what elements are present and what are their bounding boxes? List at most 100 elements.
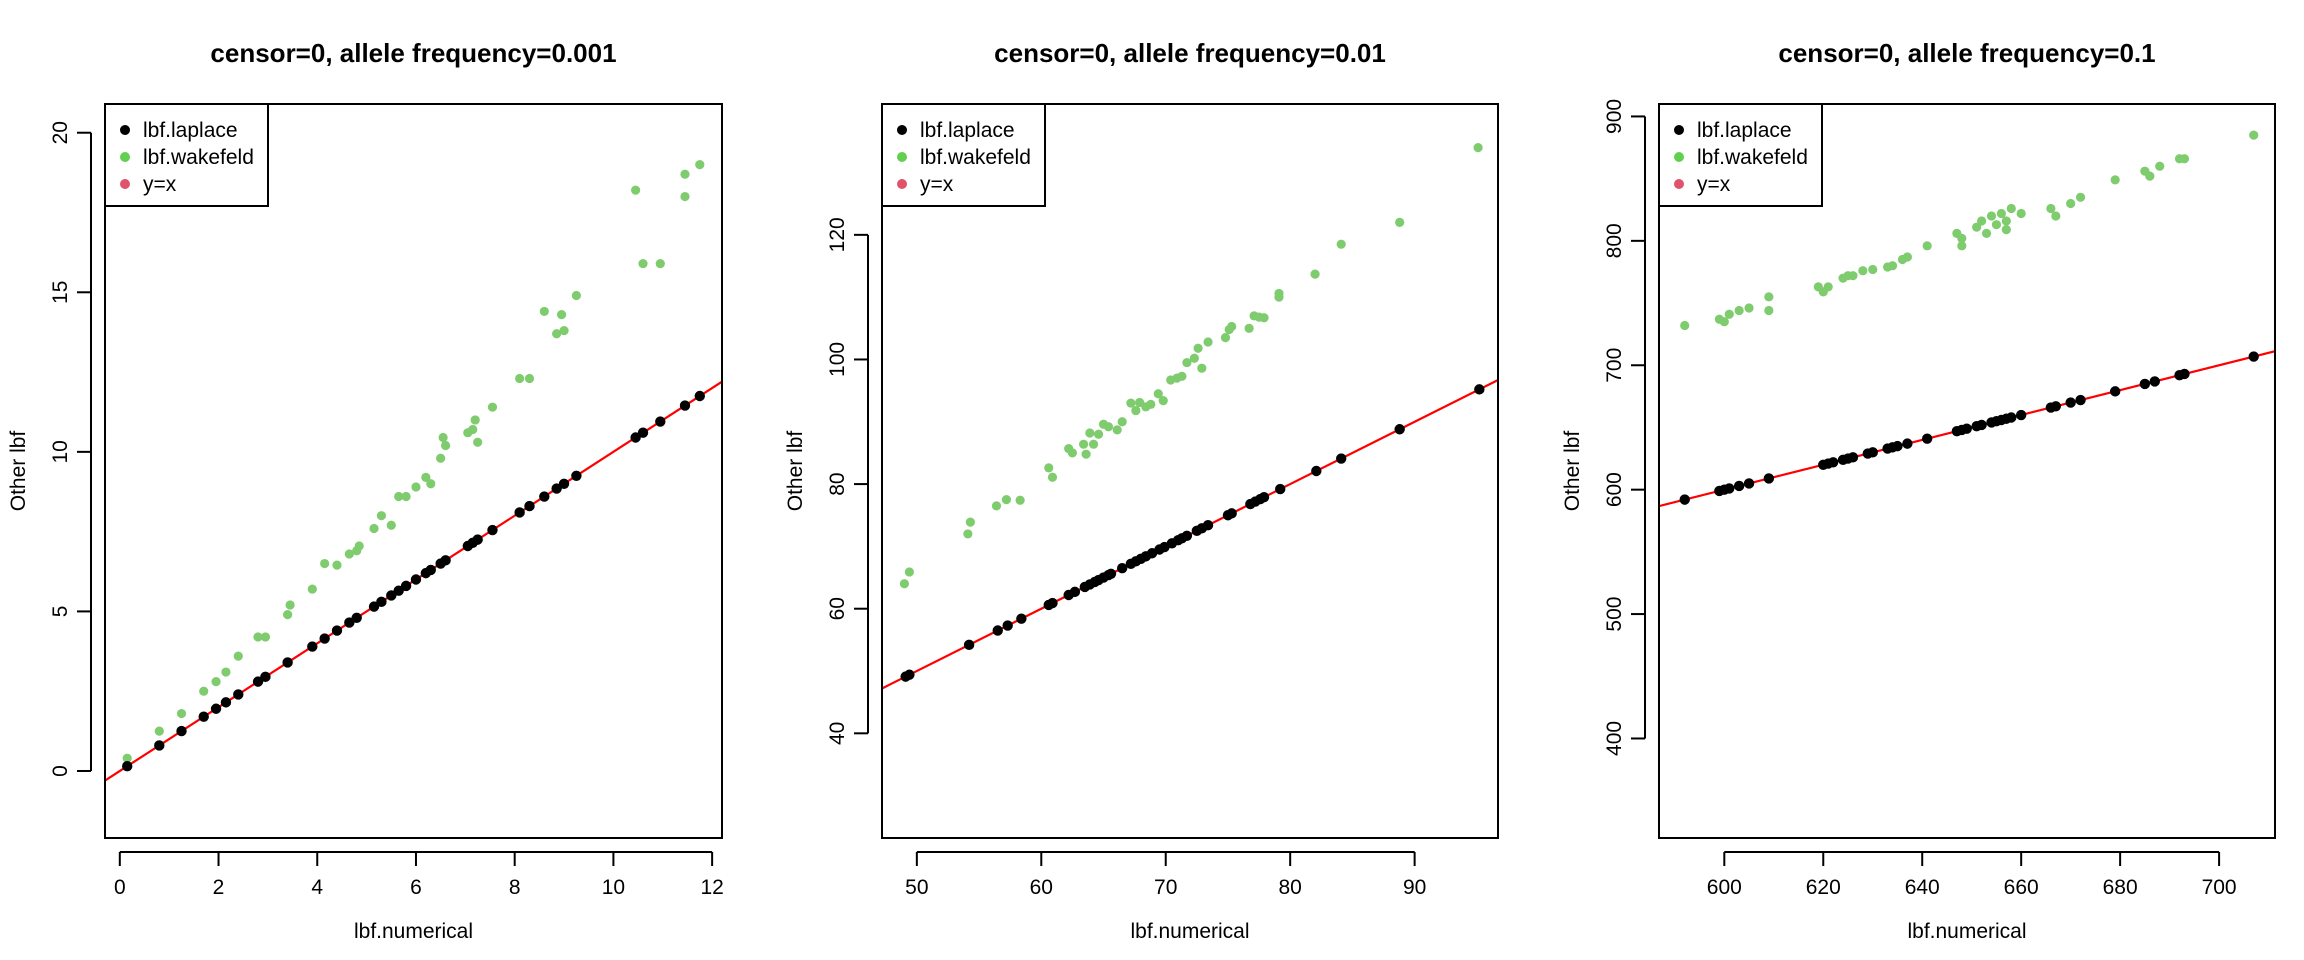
point-lbf-wakefeld (394, 491, 404, 502)
y-axis-label: Other lbf (784, 431, 807, 512)
point-lbf-wakefeld (524, 373, 535, 384)
point-lbf-laplace (904, 669, 915, 680)
point-lbf-wakefeld (556, 310, 567, 320)
point-lbf-laplace (122, 760, 133, 772)
point-lbf-laplace (1311, 465, 1322, 477)
point-lbf-wakefeld (1734, 305, 1744, 316)
point-lbf-wakefeld (1858, 266, 1868, 276)
point-lbf-laplace (368, 601, 380, 612)
point-lbf-laplace (351, 612, 362, 624)
x-tick-label: 4 (311, 876, 323, 899)
point-lbf-laplace (558, 478, 570, 489)
point-lbf-laplace (386, 590, 397, 601)
point-lbf-wakefeld (1680, 320, 1690, 331)
point-lbf-wakefeld (1244, 323, 1254, 333)
point-lbf-wakefeld (369, 523, 379, 534)
point-lbf-wakefeld (386, 520, 396, 530)
point-lbf-laplace (1002, 620, 1013, 631)
point-lbf-wakefeld (1957, 233, 1967, 243)
point-lbf-wakefeld (1088, 439, 1099, 449)
point-lbf-laplace (2006, 412, 2017, 423)
point-lbf-laplace (1335, 453, 1347, 464)
point-lbf-laplace (260, 671, 271, 683)
x-tick-label: 6 (410, 876, 422, 899)
point-lbf-wakefeld (1079, 439, 1089, 449)
point-lbf-laplace (410, 574, 422, 585)
point-lbf-laplace (425, 564, 436, 576)
point-lbf-laplace (1258, 491, 1270, 503)
point-lbf-laplace (1743, 478, 1755, 489)
point-lbf-laplace (1394, 424, 1405, 435)
point-lbf-wakefeld (122, 753, 132, 763)
point-lbf-wakefeld (2006, 203, 2016, 214)
point-lbf-wakefeld (154, 726, 164, 736)
x-tick-label: 90 (1403, 876, 1426, 899)
legend-label: lbf.laplace (143, 119, 238, 142)
x-axis-label: lbf.numerical (354, 920, 473, 943)
y-tick-label: 600 (1603, 472, 1626, 507)
plot-area (882, 143, 1498, 690)
x-tick-label: 2 (213, 876, 225, 899)
point-lbf-laplace (393, 585, 404, 596)
point-lbf-wakefeld (440, 440, 451, 451)
point-lbf-laplace (679, 400, 691, 411)
y-tick-label: 80 (826, 472, 849, 495)
point-lbf-wakefeld (680, 169, 690, 179)
point-lbf-laplace (487, 524, 498, 536)
point-lbf-wakefeld (539, 306, 549, 317)
point-lbf-wakefeld (1117, 417, 1127, 427)
point-lbf-laplace (514, 507, 525, 518)
x-tick-label: 12 (700, 876, 723, 899)
point-lbf-wakefeld (1976, 216, 1987, 226)
chart-title: censor=0, allele frequency=0.1 (1778, 38, 2155, 68)
point-lbf-laplace (539, 491, 550, 502)
point-lbf-laplace (1275, 483, 1286, 495)
point-lbf-wakefeld (487, 402, 498, 412)
point-lbf-wakefeld (904, 567, 914, 577)
y-tick-label: 800 (1603, 223, 1626, 258)
point-lbf-laplace (1847, 452, 1859, 463)
point-lbf-laplace (2075, 394, 2086, 406)
point-lbf-wakefeld (1848, 271, 1858, 281)
point-lbf-wakefeld (354, 541, 364, 551)
x-axis-label: lbf.numerical (1130, 920, 1249, 943)
legend-marker (120, 125, 130, 135)
point-lbf-wakefeld (1146, 399, 1156, 409)
point-lbf-laplace (524, 500, 535, 512)
y-tick-label: 500 (1603, 597, 1626, 632)
point-lbf-wakefeld (421, 472, 431, 482)
point-lbf-wakefeld (1310, 269, 1320, 279)
x-tick-label: 680 (2103, 876, 2138, 899)
point-lbf-laplace (2015, 409, 2027, 421)
y-tick-label: 60 (826, 597, 849, 620)
point-lbf-wakefeld (1274, 288, 1284, 299)
point-lbf-wakefeld (571, 290, 581, 301)
point-lbf-wakefeld (1991, 220, 2002, 230)
plot-panel-af-0.01: censor=0, allele frequency=0.01 lbf.numer… (784, 38, 1499, 943)
x-tick-label: 660 (2004, 876, 2039, 899)
y-tick-label: 0 (49, 765, 72, 777)
point-lbf-wakefeld (1981, 228, 1992, 238)
legend-box (104, 103, 269, 207)
legend-box (1658, 103, 1823, 207)
x-axis-label: lbf.numerical (1907, 920, 2026, 943)
x-tick-label: 10 (602, 876, 625, 899)
plot-area (105, 160, 722, 782)
point-lbf-wakefeld (307, 584, 317, 594)
point-lbf-wakefeld (1197, 363, 1207, 373)
point-lbf-wakefeld (2075, 192, 2086, 202)
point-lbf-wakefeld (1744, 303, 1754, 313)
point-lbf-wakefeld (1131, 405, 1141, 416)
point-lbf-wakefeld (1203, 337, 1213, 347)
legend: lbf.laplace lbf.wakefeld y=x (1658, 103, 1823, 207)
x-tick-label: 640 (1905, 876, 1940, 899)
point-lbf-wakefeld (1996, 208, 2006, 219)
y-tick-label: 120 (826, 217, 849, 252)
y-tick-label: 20 (49, 121, 72, 144)
point-lbf-wakefeld (1067, 448, 1077, 458)
point-lbf-wakefeld (438, 432, 448, 443)
point-lbf-wakefeld (1724, 309, 1734, 319)
point-lbf-wakefeld (344, 549, 354, 559)
point-lbf-laplace (2139, 378, 2151, 390)
